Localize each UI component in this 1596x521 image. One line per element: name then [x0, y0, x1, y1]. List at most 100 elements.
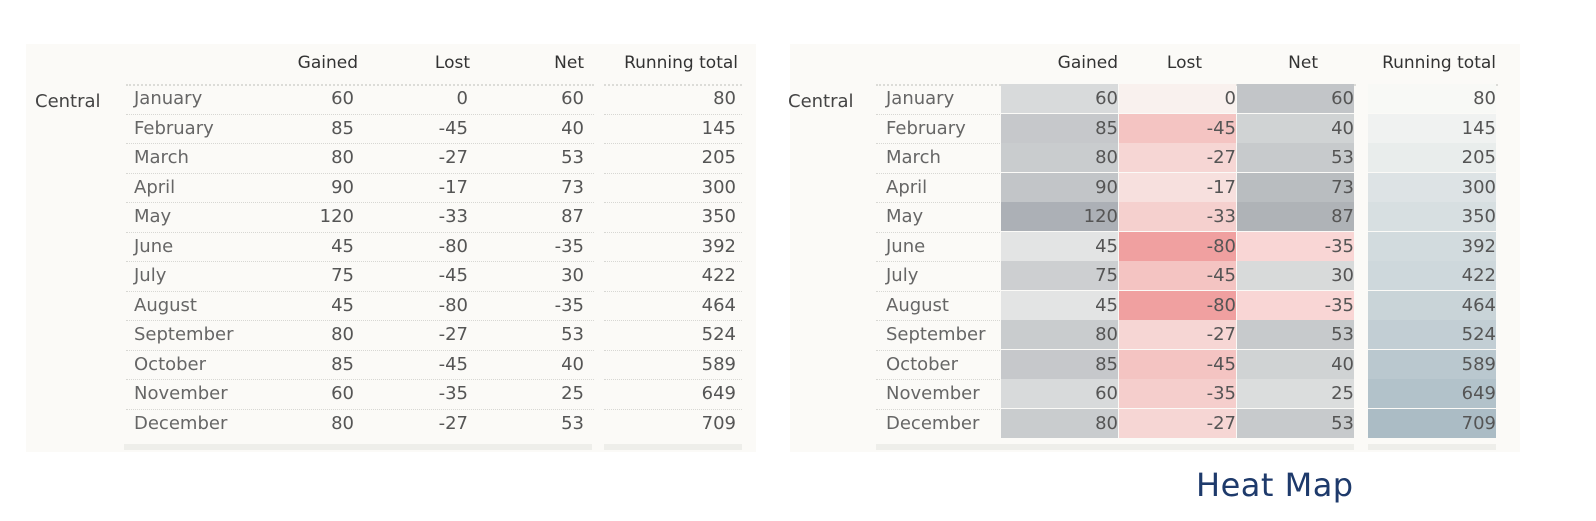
lost-cell: -80 — [1119, 290, 1236, 320]
net-cell: 53 — [1237, 320, 1354, 349]
running-total-cell: 524 — [1368, 320, 1496, 349]
net-cell: 40 — [561, 117, 584, 139]
gained-cell: 120 — [319, 206, 354, 227]
gained-cell: 80 — [1001, 143, 1118, 172]
table-row: June 45 -80 -35 392 — [26, 232, 756, 262]
lost-cell: -17 — [1119, 172, 1236, 202]
table-row: May 120 -33 87 350 — [26, 202, 756, 232]
net-cell: 53 — [1237, 143, 1354, 172]
running-total-cell: 392 — [701, 235, 736, 257]
net-cell: 40 — [561, 353, 584, 375]
table-footer — [876, 444, 1354, 450]
month-cell: July — [134, 265, 167, 286]
gained-cell: 85 — [1001, 349, 1118, 379]
row-divider — [876, 320, 1000, 321]
net-cell: 53 — [561, 324, 584, 345]
gained-cell: 45 — [1001, 231, 1118, 261]
month-cell: September — [134, 324, 234, 345]
month-cell: December — [134, 412, 228, 434]
month-cell: May — [886, 206, 924, 227]
month-cell: February — [134, 117, 214, 139]
row-divider — [876, 231, 1000, 233]
gained-cell: 75 — [1001, 261, 1118, 290]
region-label: Central — [788, 91, 854, 112]
header-running-total: Running total — [624, 53, 738, 73]
month-cell: April — [134, 176, 176, 198]
net-cell: 30 — [1237, 261, 1354, 290]
month-cell: February — [886, 117, 966, 139]
lost-cell: -27 — [1119, 408, 1236, 438]
lost-cell: -27 — [1119, 320, 1236, 349]
table-row: December 80 -27 53 709 — [26, 409, 756, 439]
table-row: December 80 -27 53 709 — [790, 408, 1520, 439]
row-divider — [126, 172, 594, 174]
month-cell: June — [886, 235, 926, 257]
table-row: April 90 -17 73 300 — [790, 172, 1520, 203]
lost-cell: -45 — [1119, 349, 1236, 379]
running-total-cell: 589 — [1368, 349, 1496, 379]
header-gained: Gained — [297, 53, 358, 73]
net-cell: 53 — [1237, 408, 1354, 438]
month-cell: April — [886, 176, 928, 198]
row-divider — [876, 408, 1000, 410]
running-total-cell: 422 — [701, 265, 736, 286]
running-total-cell: 80 — [713, 88, 736, 109]
lost-cell: -33 — [438, 206, 468, 227]
month-cell: October — [134, 353, 207, 375]
gained-cell: 45 — [1001, 290, 1118, 320]
lost-cell: -35 — [438, 383, 468, 404]
net-cell: 73 — [561, 176, 584, 198]
row-divider — [876, 172, 1000, 174]
header-divider — [126, 84, 594, 86]
running-total-cell: 422 — [1368, 261, 1496, 290]
table-row: October 85 -45 40 589 — [26, 350, 756, 380]
lost-cell: -17 — [438, 176, 468, 198]
table-row: January 60 0 60 80 — [26, 84, 756, 114]
header-gained: Gained — [1057, 53, 1118, 73]
row-divider — [126, 408, 594, 410]
gained-cell: 60 — [331, 88, 354, 109]
header-divider — [604, 84, 742, 86]
row-divider — [604, 320, 742, 321]
table-row: July 75 -45 30 422 — [26, 261, 756, 291]
row-divider — [604, 143, 742, 144]
table-footer — [1368, 444, 1496, 450]
running-total-cell: 350 — [1368, 202, 1496, 231]
row-divider — [126, 290, 594, 292]
lost-cell: -27 — [1119, 143, 1236, 172]
lost-cell: -45 — [1119, 261, 1236, 290]
month-cell: May — [134, 206, 172, 227]
row-divider — [126, 261, 594, 262]
gained-cell: 80 — [331, 412, 354, 434]
table-row: September 80 -27 53 524 — [790, 320, 1520, 350]
running-total-cell: 709 — [701, 412, 736, 434]
row-divider — [126, 320, 594, 321]
lost-cell: -33 — [1119, 202, 1236, 231]
gained-cell: 80 — [331, 324, 354, 345]
table-row: February 85 -45 40 145 — [26, 114, 756, 144]
net-cell: 40 — [1237, 113, 1354, 143]
plain-table: Gained Lost Net Running total Central Ja… — [26, 44, 756, 452]
table-row: November 60 -35 25 649 — [790, 379, 1520, 409]
running-total-cell: 80 — [1368, 84, 1496, 113]
gained-cell: 85 — [331, 353, 354, 375]
gained-cell: 80 — [1001, 408, 1118, 438]
running-total-cell: 589 — [701, 353, 736, 375]
month-cell: March — [886, 147, 941, 168]
lost-cell: 0 — [456, 88, 468, 109]
row-divider — [876, 379, 1000, 380]
net-cell: 87 — [561, 206, 584, 227]
row-divider — [604, 172, 742, 174]
table-row: October 85 -45 40 589 — [790, 349, 1520, 380]
month-cell: November — [134, 383, 228, 404]
running-total-cell: 145 — [1368, 113, 1496, 143]
net-cell: 60 — [561, 88, 584, 109]
net-cell: -35 — [554, 235, 584, 257]
lost-cell: -80 — [1119, 231, 1236, 261]
running-total-cell: 145 — [701, 117, 736, 139]
gained-cell: 45 — [331, 294, 354, 316]
gained-cell: 90 — [331, 176, 354, 198]
row-divider — [604, 261, 742, 262]
row-divider — [604, 231, 742, 233]
gained-cell: 45 — [331, 235, 354, 257]
